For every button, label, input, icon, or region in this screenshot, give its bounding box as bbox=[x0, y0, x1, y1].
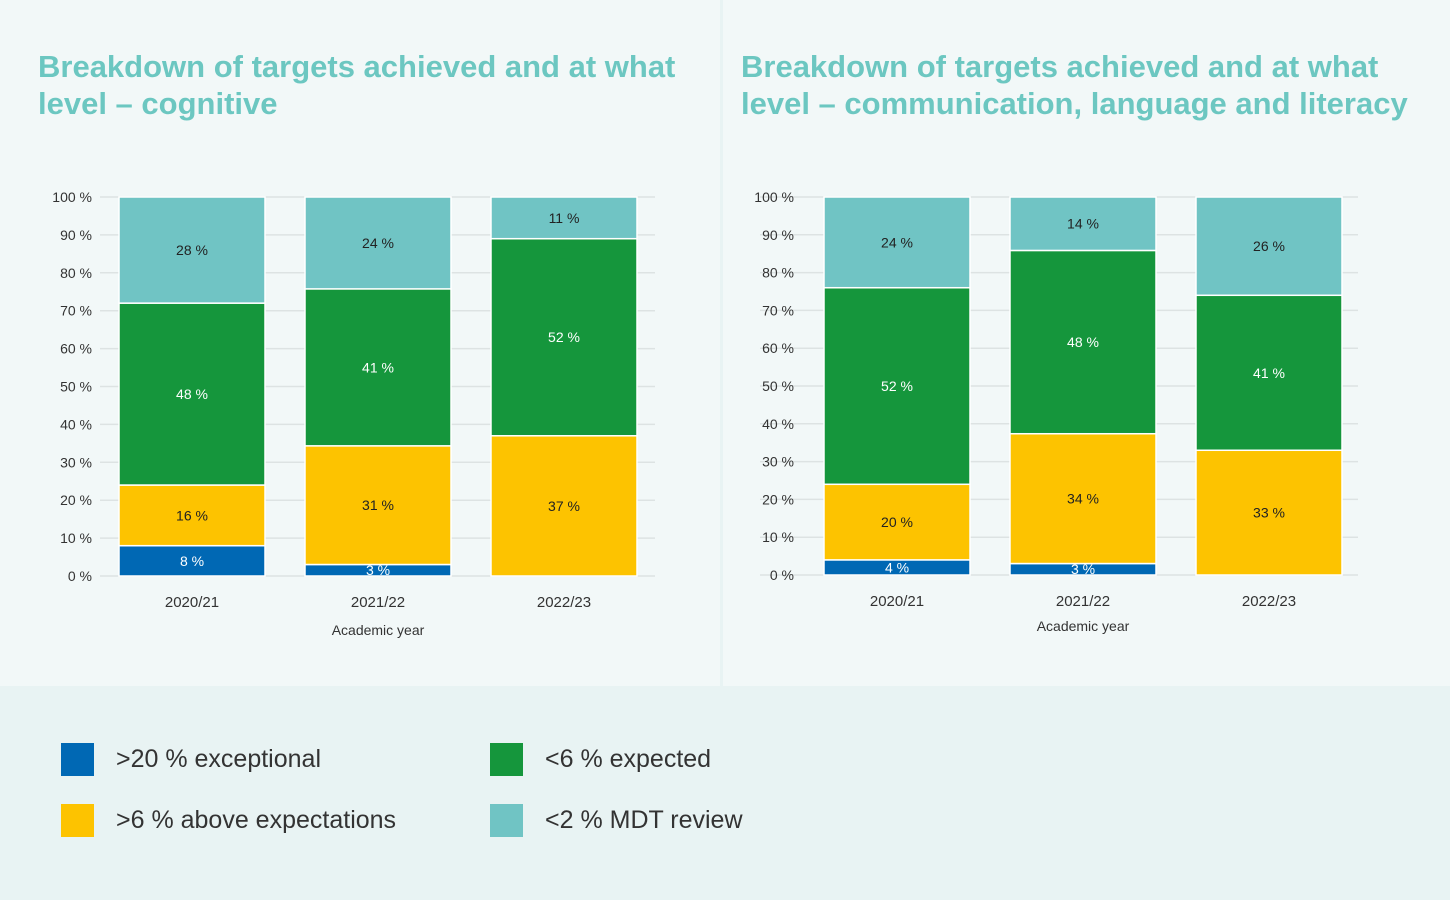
data-label: 52 % bbox=[881, 378, 913, 394]
x-tick-label: 2021/22 bbox=[1056, 593, 1110, 610]
x-axis-label: Academic year bbox=[332, 622, 425, 638]
legend-item-exceptional: >20 % exceptional bbox=[61, 743, 321, 776]
x-tick-label: 2022/23 bbox=[537, 594, 591, 611]
y-tick-label: 50 % bbox=[60, 379, 92, 395]
data-label: 41 % bbox=[362, 359, 394, 375]
bar-segment bbox=[304, 196, 452, 290]
y-tick-label: 0 % bbox=[68, 568, 92, 584]
bar-segment bbox=[1009, 432, 1157, 565]
bar-segment bbox=[118, 302, 266, 486]
data-label: 8 % bbox=[180, 553, 204, 569]
chart-title: Breakdown of targets achieved and at wha… bbox=[741, 49, 1408, 121]
y-tick-label: 100 % bbox=[52, 189, 92, 205]
bar-segment bbox=[118, 196, 266, 304]
data-label: 24 % bbox=[362, 235, 394, 251]
bar-segment bbox=[490, 237, 638, 437]
bar-segment bbox=[304, 445, 452, 566]
legend-item-expected: <6 % expected bbox=[490, 743, 711, 776]
data-label: 48 % bbox=[176, 386, 208, 402]
x-axis-label: Academic year bbox=[1037, 618, 1130, 634]
legend-label: <6 % expected bbox=[545, 745, 712, 773]
data-label: 34 % bbox=[1067, 491, 1099, 507]
communication-chart-panel: Breakdown of targets achieved and at wha… bbox=[723, 0, 1450, 686]
data-label: 24 % bbox=[881, 234, 913, 250]
y-tick-label: 70 % bbox=[762, 302, 794, 318]
y-tick-label: 40 % bbox=[60, 416, 92, 432]
legend-item-mdt-review: <2 % MDT review bbox=[490, 804, 743, 837]
legend-label: <2 % MDT review bbox=[545, 806, 743, 834]
bar-segment bbox=[1009, 196, 1157, 252]
data-label: 3 % bbox=[1071, 561, 1095, 577]
chart-title: Breakdown of targets achieved and at wha… bbox=[38, 49, 676, 121]
data-label: 11 % bbox=[549, 210, 580, 226]
y-tick-label: 70 % bbox=[60, 303, 92, 319]
y-tick-label: 20 % bbox=[60, 492, 92, 508]
bar-segment bbox=[1195, 196, 1343, 297]
x-tick-label: 2020/21 bbox=[165, 594, 219, 611]
data-label: 48 % bbox=[1067, 334, 1099, 350]
x-tick-label: 2020/21 bbox=[870, 593, 924, 610]
data-label: 52 % bbox=[548, 329, 580, 345]
bar-segment bbox=[490, 196, 638, 240]
data-label: 20 % bbox=[881, 514, 913, 530]
data-label: 28 % bbox=[176, 242, 208, 258]
y-tick-label: 40 % bbox=[762, 416, 794, 432]
bar-segment bbox=[118, 484, 266, 547]
legend-label: >6 % above expectations bbox=[116, 806, 397, 834]
y-tick-label: 0 % bbox=[770, 567, 794, 583]
legend-swatch bbox=[490, 804, 523, 837]
bar-segment bbox=[823, 286, 971, 486]
bar-segment bbox=[304, 288, 452, 447]
x-tick-label: 2021/22 bbox=[351, 594, 405, 611]
y-tick-label: 10 % bbox=[762, 529, 794, 545]
cognitive-chart-panel: Breakdown of targets achieved and at wha… bbox=[0, 0, 720, 686]
y-tick-label: 80 % bbox=[762, 265, 794, 281]
y-tick-label: 80 % bbox=[60, 265, 92, 281]
data-label: 31 % bbox=[362, 497, 394, 513]
bar-segment bbox=[1009, 249, 1157, 435]
bar-segment bbox=[823, 483, 971, 561]
y-tick-label: 10 % bbox=[60, 530, 92, 546]
legend-item-above-expectations: >6 % above expectations bbox=[61, 804, 396, 837]
cognitive-chart: 0 % 10 % 20 % 30 % 40 % 50 % 60 % 70 % 80 % 90 % 1… bbox=[52, 189, 655, 638]
legend-swatch bbox=[61, 743, 94, 776]
data-label: 41 % bbox=[1253, 365, 1285, 381]
data-label: 26 % bbox=[1253, 238, 1285, 254]
y-tick-label: 30 % bbox=[60, 454, 92, 470]
data-label: 33 % bbox=[1253, 505, 1285, 521]
x-tick-label: 2022/23 bbox=[1242, 593, 1296, 610]
bar-segment bbox=[823, 196, 971, 289]
data-label: 37 % bbox=[548, 498, 580, 514]
legend-swatch bbox=[61, 804, 94, 837]
legend: >20 % exceptional <6 % expected >6 % abo… bbox=[0, 686, 1450, 900]
legend-label: >20 % exceptional bbox=[116, 745, 322, 773]
bar-segment bbox=[1195, 449, 1343, 576]
bar-segment bbox=[118, 544, 266, 577]
y-tick-label: 60 % bbox=[762, 340, 794, 356]
data-label: 4 % bbox=[885, 559, 909, 575]
y-tick-label: 60 % bbox=[60, 341, 92, 357]
legend-swatch bbox=[490, 743, 523, 776]
y-tick-label: 100 % bbox=[754, 189, 794, 205]
data-label: 3 % bbox=[366, 562, 390, 578]
data-label: 14 % bbox=[1067, 216, 1099, 232]
y-tick-label: 30 % bbox=[762, 454, 794, 470]
y-tick-label: 90 % bbox=[60, 227, 92, 243]
communication-chart: 0 % 10 % 20 % 30 % 40 % 50 % 60 % 70 % 80 % 90 % 1… bbox=[754, 189, 1358, 634]
data-label: 16 % bbox=[176, 507, 208, 523]
y-tick-label: 20 % bbox=[762, 491, 794, 507]
y-tick-label: 50 % bbox=[762, 378, 794, 394]
y-tick-label: 90 % bbox=[762, 227, 794, 243]
bar-segment bbox=[1195, 294, 1343, 452]
